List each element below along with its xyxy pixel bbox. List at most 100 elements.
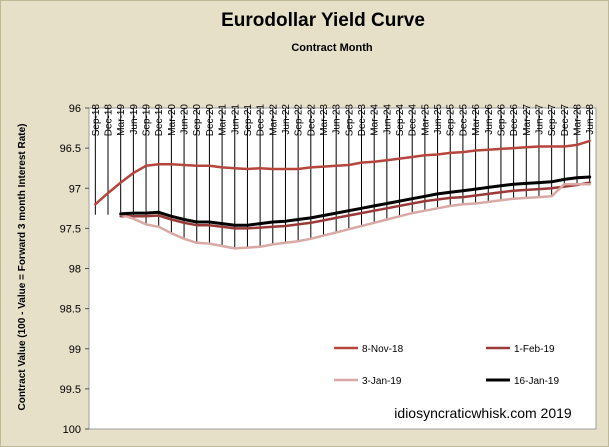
- data-point: [411, 156, 413, 158]
- data-point: [284, 242, 287, 244]
- data-point: [158, 214, 160, 217]
- data-point: [424, 195, 426, 197]
- data-point: [436, 193, 439, 195]
- data-point: [360, 212, 363, 214]
- y-tick-label: 96: [69, 103, 81, 115]
- data-point: [259, 246, 261, 248]
- data-point: [474, 194, 477, 197]
- data-point: [513, 190, 515, 192]
- data-point: [335, 217, 337, 219]
- data-point: [145, 215, 147, 217]
- data-point: [348, 228, 350, 230]
- data-point: [170, 215, 172, 217]
- data-point: [107, 192, 109, 194]
- x-tick-label: Jun-25: [433, 104, 444, 135]
- data-point: [500, 185, 502, 187]
- data-point: [170, 232, 172, 234]
- data-point: [183, 164, 185, 166]
- data-point: [196, 242, 198, 244]
- data-point: [310, 217, 312, 219]
- data-point: [208, 243, 211, 245]
- x-tick-label: Sep-26: [496, 104, 507, 137]
- x-tick-label: Jun-21: [230, 104, 241, 135]
- data-point: [373, 161, 375, 163]
- data-point: [576, 177, 578, 179]
- x-tick-label: Mar-28: [572, 104, 583, 136]
- x-tick-label: Sep-24: [395, 104, 406, 137]
- data-point: [158, 226, 160, 228]
- x-tick-label: Sep-25: [446, 104, 457, 137]
- data-point: [259, 226, 261, 229]
- data-point: [234, 167, 236, 169]
- data-point: [386, 218, 388, 221]
- legend-label: 1-Feb-19: [514, 344, 555, 355]
- data-point: [424, 154, 426, 156]
- data-point: [120, 182, 122, 184]
- data-point: [576, 183, 578, 185]
- data-point: [525, 182, 527, 185]
- data-point: [551, 195, 553, 197]
- data-point: [234, 224, 236, 226]
- data-point: [449, 152, 451, 154]
- x-tick-label: Dec-19: [154, 104, 165, 137]
- x-tick-label: Dec-26: [509, 104, 520, 137]
- x-tick-label: Dec-21: [256, 104, 267, 137]
- x-tick-label: Sep-20: [192, 104, 203, 137]
- data-point: [208, 224, 211, 226]
- data-point: [234, 227, 236, 229]
- data-point: [424, 200, 426, 202]
- x-tick-label: Mar-23: [319, 104, 330, 136]
- data-point: [310, 238, 312, 240]
- data-point: [272, 221, 274, 223]
- data-point: [272, 226, 274, 228]
- data-point: [373, 205, 375, 207]
- data-point: [525, 189, 527, 191]
- data-point: [398, 200, 401, 202]
- data-point: [411, 202, 413, 205]
- y-tick-label: 97: [69, 183, 81, 195]
- data-point: [436, 153, 439, 156]
- data-point: [487, 193, 489, 195]
- data-point: [449, 191, 451, 193]
- y-tick-label: 98.5: [60, 304, 81, 316]
- data-point: [183, 238, 185, 240]
- data-point: [373, 222, 375, 224]
- data-point: [360, 207, 363, 209]
- x-tick-label: Mar-24: [370, 104, 381, 136]
- data-point: [183, 218, 185, 221]
- x-tick-label: Mar-19: [116, 104, 127, 136]
- y-tick-label: 98: [69, 264, 81, 276]
- x-axis-ticks: Sep-18 Dec-18 Mar-19 Jun-19 Sep-19 Dec-19 Mar-…: [91, 104, 596, 137]
- x-tick-label: Jun-28: [585, 104, 596, 135]
- data-point: [297, 240, 299, 242]
- data-point: [322, 165, 325, 168]
- data-point: [538, 188, 540, 190]
- data-point: [132, 172, 134, 174]
- data-point: [411, 198, 413, 200]
- data-point: [158, 211, 160, 213]
- data-point: [221, 245, 223, 247]
- data-point: [474, 149, 477, 152]
- data-point: [170, 218, 172, 221]
- x-tick-label: Jun-20: [180, 104, 191, 135]
- data-point: [487, 149, 489, 151]
- data-point: [221, 166, 223, 168]
- data-point: [322, 219, 325, 221]
- x-tick-label: Jun-23: [332, 104, 343, 135]
- data-point: [335, 212, 337, 214]
- data-point: [500, 148, 502, 150]
- series-line: [119, 182, 591, 250]
- data-point: [538, 182, 540, 184]
- data-point: [284, 220, 287, 222]
- data-point: [386, 202, 388, 205]
- x-tick-label: Jun-22: [281, 104, 292, 135]
- y-axis-ticks: 96 96.5 97 97.5 98 98.5 99 99.5 100: [60, 103, 89, 436]
- data-point: [551, 187, 553, 189]
- data-point: [525, 197, 527, 199]
- x-tick-label: Mar-21: [218, 104, 229, 136]
- x-tick-label: Mar-26: [471, 104, 482, 136]
- data-point: [208, 165, 211, 167]
- data-point: [246, 247, 249, 249]
- data-point: [513, 198, 515, 200]
